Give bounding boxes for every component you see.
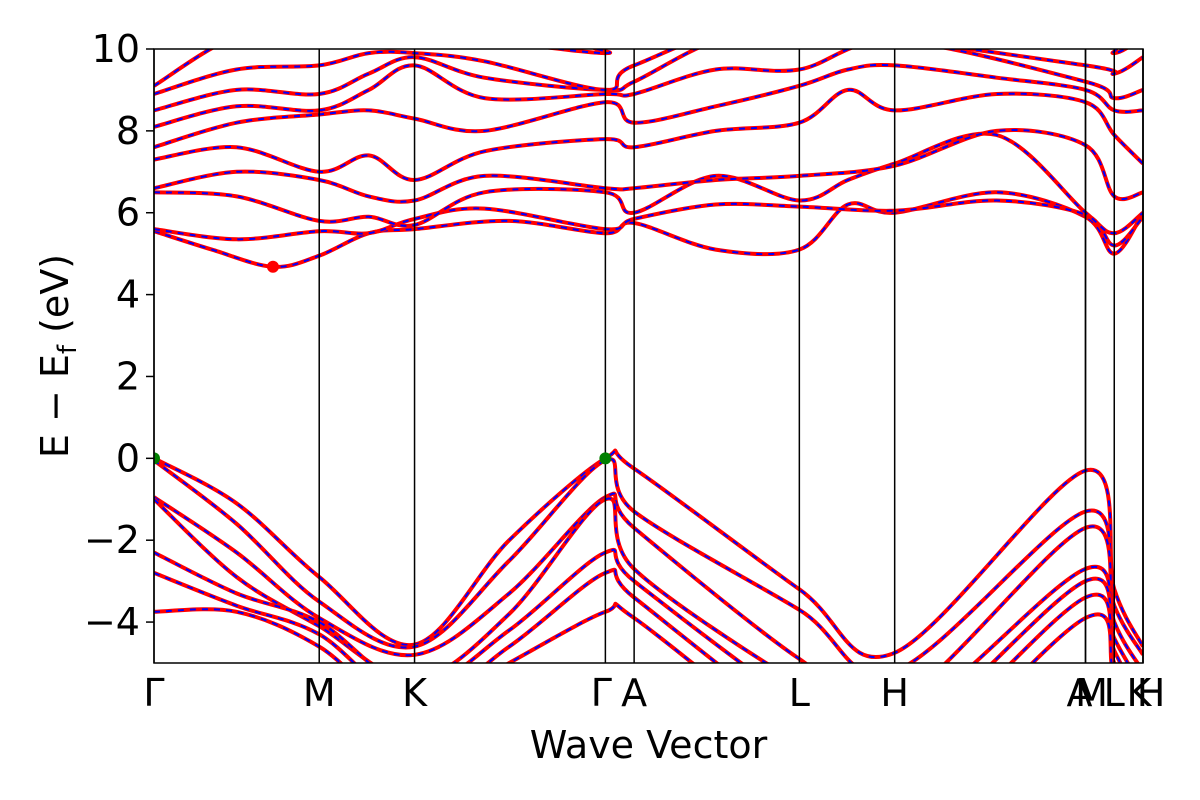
y-axis-label-main: E − E	[33, 354, 77, 458]
x-tick-label-1: M	[303, 671, 336, 715]
band-line-7	[154, 190, 1143, 269]
y-tick-label-3: 2	[116, 354, 140, 398]
x-tick-label-11: H	[1137, 671, 1166, 715]
kpoint-lines	[153, 49, 1144, 663]
x-tick-label-5: L	[789, 671, 810, 715]
x-axis-label: Wave Vector	[530, 723, 768, 767]
vbm-marker-1	[599, 452, 612, 465]
y-tick-label-5: 6	[116, 191, 140, 235]
x-tick-label-2: K	[402, 671, 428, 715]
y-axis-label-tail: (eV)	[33, 254, 77, 345]
y-axis-label-sub: f	[53, 344, 83, 354]
band-line-9	[154, 131, 1143, 236]
x-tick-label-9: L	[1104, 671, 1125, 715]
y-tick-label-0: −4	[84, 600, 140, 644]
plot-frame	[153, 48, 1144, 664]
x-tick-label-8: M	[1075, 671, 1108, 715]
y-tick-label-4: 4	[116, 273, 140, 317]
band-line-14	[154, 49, 1143, 113]
x-tick-label-10: K	[1127, 671, 1153, 715]
band-line-dashed-9	[154, 132, 1143, 235]
vbm-marker-0	[154, 452, 160, 465]
y-tick-label-7: 10	[92, 27, 140, 71]
band-line-dashed-11	[154, 88, 1143, 182]
extrema-markers	[154, 260, 612, 465]
y-tick-label-1: −2	[84, 518, 140, 562]
band-line-dashed-15	[154, 49, 1128, 95]
band-line-dashed-14	[154, 49, 1143, 112]
band-line-12	[154, 62, 1143, 150]
band-line-dashed-13	[154, 49, 1143, 128]
band-line-dashed-10	[154, 129, 1143, 203]
band-line-15	[154, 49, 1129, 96]
band-line-dashed-7	[154, 191, 1143, 268]
x-tick-label-3: Γ	[591, 671, 612, 715]
cbm-marker	[266, 260, 279, 273]
x-ticks: Γ M K Γ A L H AML KH	[143, 671, 1165, 715]
x-tick-label-6: H	[880, 671, 909, 715]
band-line-dashed-4	[154, 548, 1122, 663]
x-tick-label-7: A	[1067, 671, 1093, 715]
y-axis-label: E − Ef (eV)	[33, 254, 83, 458]
x-tick-label-0: Γ	[143, 671, 164, 715]
y-ticks: −4 −2 0 2 4 6 8 10	[84, 27, 154, 644]
y-tick-label-2: 0	[116, 436, 140, 480]
x-tick-label-4: A	[621, 671, 647, 715]
y-tick-label-6: 8	[116, 109, 140, 153]
